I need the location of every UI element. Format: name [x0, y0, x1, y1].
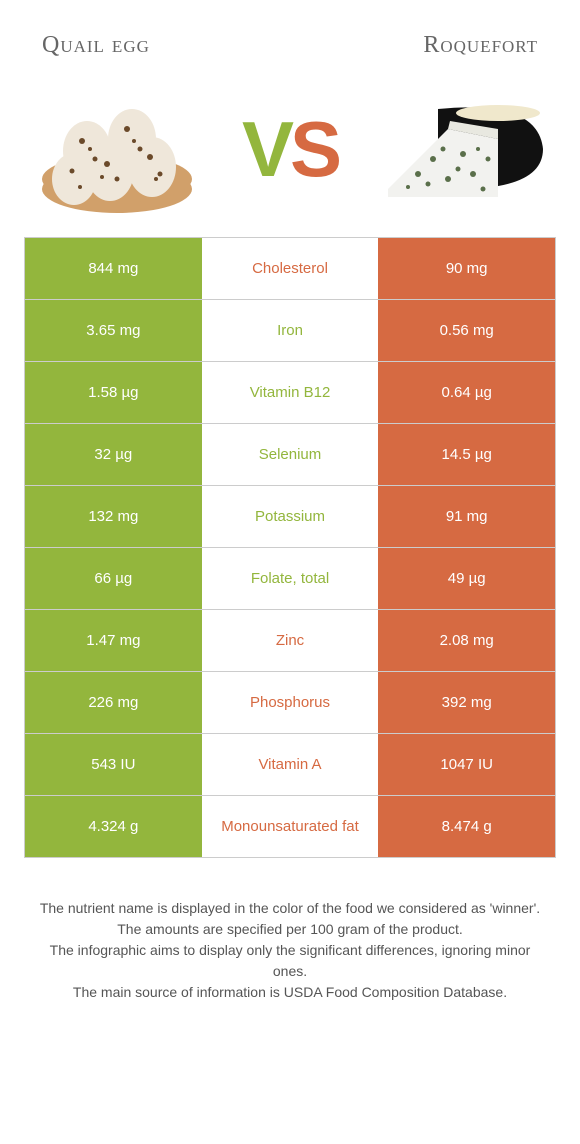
value-left: 132 mg	[25, 486, 202, 547]
value-right: 90 mg	[378, 238, 555, 299]
vs-label: VS	[242, 110, 338, 188]
value-right: 0.64 µg	[378, 362, 555, 423]
table-row: 1.58 µgVitamin B120.64 µg	[25, 361, 555, 423]
value-right: 91 mg	[378, 486, 555, 547]
value-left: 4.324 g	[25, 796, 202, 857]
nutrient-name: Iron	[202, 300, 379, 361]
value-left: 1.47 mg	[25, 610, 202, 671]
footer-line: The infographic aims to display only the…	[32, 940, 548, 982]
table-row: 66 µgFolate, total49 µg	[25, 547, 555, 609]
value-right: 8.474 g	[378, 796, 555, 857]
vs-s: S	[290, 105, 338, 193]
quail-egg-image	[32, 79, 202, 219]
value-left: 32 µg	[25, 424, 202, 485]
title-row: Quail egg Roquefort	[22, 0, 558, 69]
table-row: 844 mgCholesterol90 mg	[25, 237, 555, 299]
nutrient-name: Vitamin A	[202, 734, 379, 795]
nutrient-name: Phosphorus	[202, 672, 379, 733]
value-left: 3.65 mg	[25, 300, 202, 361]
title-left: Quail egg	[42, 32, 150, 59]
nutrient-name: Selenium	[202, 424, 379, 485]
value-left: 1.58 µg	[25, 362, 202, 423]
nutrient-name: Potassium	[202, 486, 379, 547]
hero-row: VS	[22, 69, 558, 237]
nutrient-name: Vitamin B12	[202, 362, 379, 423]
footer-notes: The nutrient name is displayed in the co…	[22, 898, 558, 1023]
roquefort-image	[378, 79, 548, 219]
table-row: 226 mgPhosphorus392 mg	[25, 671, 555, 733]
value-right: 2.08 mg	[378, 610, 555, 671]
nutrient-name: Monounsaturated fat	[202, 796, 379, 857]
value-left: 226 mg	[25, 672, 202, 733]
value-right: 49 µg	[378, 548, 555, 609]
value-right: 0.56 mg	[378, 300, 555, 361]
value-right: 392 mg	[378, 672, 555, 733]
table-row: 32 µgSelenium14.5 µg	[25, 423, 555, 485]
value-left: 844 mg	[25, 238, 202, 299]
table-row: 1.47 mgZinc2.08 mg	[25, 609, 555, 671]
table-row: 132 mgPotassium91 mg	[25, 485, 555, 547]
value-left: 66 µg	[25, 548, 202, 609]
footer-line: The main source of information is USDA F…	[32, 982, 548, 1003]
table-row: 4.324 gMonounsaturated fat8.474 g	[25, 795, 555, 857]
nutrient-name: Zinc	[202, 610, 379, 671]
table-row: 3.65 mgIron0.56 mg	[25, 299, 555, 361]
table-row: 543 IUVitamin A1047 IU	[25, 733, 555, 795]
footer-line: The nutrient name is displayed in the co…	[32, 898, 548, 919]
footer-line: The amounts are specified per 100 gram o…	[32, 919, 548, 940]
nutrient-name: Cholesterol	[202, 238, 379, 299]
title-right: Roquefort	[423, 32, 538, 59]
value-right: 14.5 µg	[378, 424, 555, 485]
value-left: 543 IU	[25, 734, 202, 795]
value-right: 1047 IU	[378, 734, 555, 795]
nutrient-name: Folate, total	[202, 548, 379, 609]
vs-v: V	[242, 105, 290, 193]
nutrient-table: 844 mgCholesterol90 mg3.65 mgIron0.56 mg…	[24, 237, 556, 858]
